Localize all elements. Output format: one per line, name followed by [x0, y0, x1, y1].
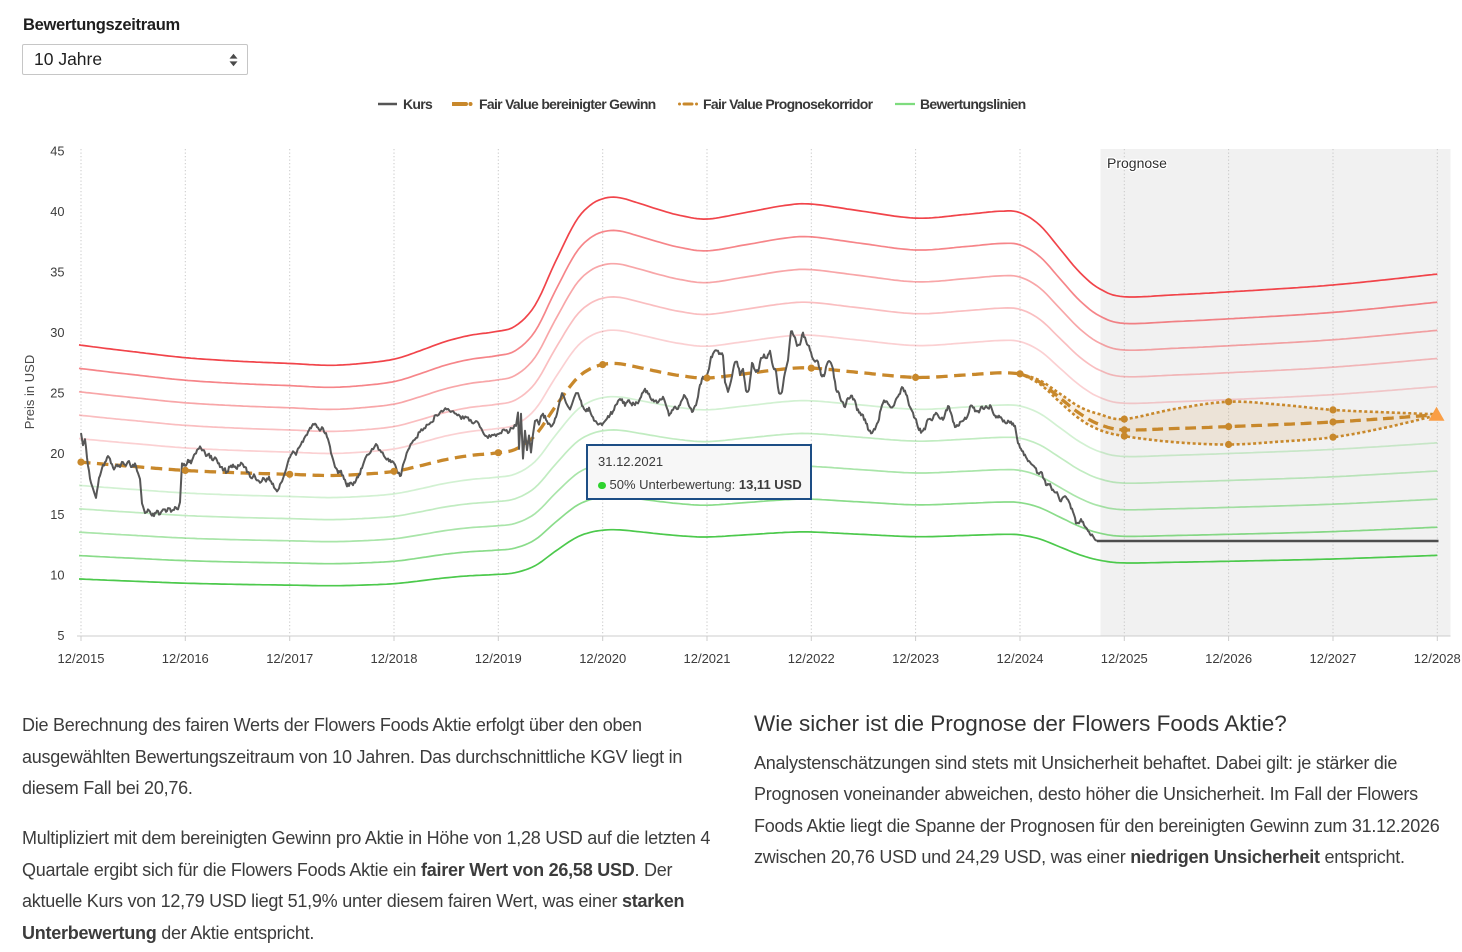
svg-text:12/2018: 12/2018 [371, 651, 418, 666]
svg-text:40: 40 [50, 204, 64, 219]
svg-text:Prognose: Prognose [1107, 155, 1167, 171]
svg-text:12/2023: 12/2023 [892, 651, 939, 666]
svg-text:12/2017: 12/2017 [266, 651, 313, 666]
svg-text:Preis in USD: Preis in USD [22, 355, 37, 429]
svg-text:12/2020: 12/2020 [579, 651, 626, 666]
svg-text:10: 10 [50, 567, 64, 582]
svg-text:12/2015: 12/2015 [58, 651, 105, 666]
svg-text:12/2025: 12/2025 [1101, 651, 1148, 666]
svg-text:12/2021: 12/2021 [684, 651, 731, 666]
svg-text:12/2026: 12/2026 [1205, 651, 1252, 666]
svg-text:5: 5 [57, 628, 64, 643]
svg-text:35: 35 [50, 265, 64, 280]
svg-text:15: 15 [50, 507, 64, 522]
svg-text:12/2028: 12/2028 [1414, 651, 1461, 666]
svg-text:12/2027: 12/2027 [1310, 651, 1357, 666]
svg-text:20: 20 [50, 446, 64, 461]
svg-text:45: 45 [50, 143, 64, 158]
svg-text:12/2022: 12/2022 [788, 651, 835, 666]
svg-text:12/2019: 12/2019 [475, 651, 522, 666]
svg-text:12/2016: 12/2016 [162, 651, 209, 666]
svg-text:25: 25 [50, 386, 64, 401]
svg-text:12/2024: 12/2024 [997, 651, 1044, 666]
svg-text:30: 30 [50, 325, 64, 340]
